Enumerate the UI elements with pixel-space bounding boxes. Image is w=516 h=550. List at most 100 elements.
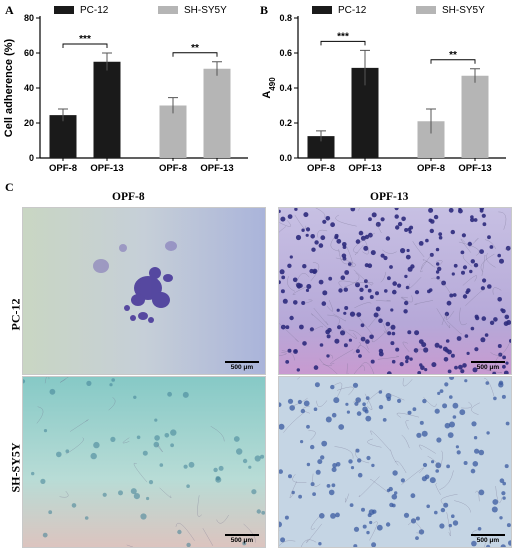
cell bbox=[289, 405, 295, 411]
neurite bbox=[133, 462, 148, 483]
cell bbox=[326, 484, 331, 488]
cell bbox=[498, 352, 503, 357]
cell bbox=[502, 496, 506, 500]
cell bbox=[164, 433, 170, 438]
neurite bbox=[380, 271, 387, 283]
cell bbox=[312, 268, 318, 274]
cell bbox=[297, 399, 302, 405]
cell bbox=[415, 536, 419, 540]
cell bbox=[373, 312, 379, 318]
neurite bbox=[311, 313, 333, 334]
neurite bbox=[355, 313, 373, 336]
cell bbox=[410, 493, 416, 499]
cell bbox=[279, 209, 281, 213]
cell bbox=[142, 450, 148, 456]
neurite bbox=[302, 405, 311, 414]
cell bbox=[390, 308, 394, 312]
cell bbox=[405, 254, 411, 260]
cell bbox=[447, 432, 454, 438]
cell bbox=[355, 397, 361, 403]
neurite bbox=[344, 272, 360, 288]
cell bbox=[313, 365, 319, 370]
neurite bbox=[335, 214, 357, 227]
cell bbox=[279, 423, 285, 430]
cell bbox=[497, 253, 501, 258]
cell bbox=[363, 245, 369, 251]
neurite bbox=[482, 368, 503, 374]
cell bbox=[484, 333, 489, 337]
neurite bbox=[412, 241, 425, 258]
neurite bbox=[376, 222, 382, 234]
cell bbox=[341, 253, 347, 259]
cell bbox=[387, 276, 391, 281]
neurite bbox=[294, 214, 307, 229]
cell bbox=[285, 325, 290, 330]
cell bbox=[470, 468, 476, 474]
cell bbox=[425, 238, 429, 243]
cell bbox=[292, 277, 298, 283]
cell bbox=[298, 494, 302, 499]
neurite bbox=[346, 363, 349, 374]
cell bbox=[436, 276, 440, 280]
cell bbox=[315, 469, 321, 475]
cell bbox=[281, 275, 286, 280]
cell bbox=[456, 450, 461, 455]
cell bbox=[423, 347, 429, 353]
x-tick-label: OPF-8 bbox=[417, 163, 445, 174]
neurite bbox=[441, 314, 447, 326]
cell bbox=[48, 510, 53, 515]
significance-bracket bbox=[430, 59, 476, 64]
neurite bbox=[358, 476, 380, 498]
cell bbox=[299, 324, 304, 330]
cell bbox=[435, 247, 440, 252]
neurite bbox=[492, 287, 502, 295]
cell bbox=[475, 316, 480, 321]
y-axis-label: A490 bbox=[261, 77, 277, 99]
x-tick-label: OPF-8 bbox=[49, 163, 77, 174]
cell bbox=[464, 379, 468, 383]
neurite bbox=[484, 377, 495, 397]
cell bbox=[287, 214, 293, 219]
cell bbox=[462, 265, 468, 270]
cell bbox=[109, 383, 113, 387]
cell bbox=[350, 208, 356, 212]
neurite bbox=[407, 518, 417, 526]
cell bbox=[359, 287, 364, 292]
neurite bbox=[454, 500, 472, 513]
cell bbox=[499, 258, 504, 264]
cell bbox=[403, 512, 410, 518]
cell bbox=[431, 362, 437, 368]
cell bbox=[473, 436, 478, 440]
cell bbox=[470, 217, 475, 223]
cell bbox=[437, 391, 441, 395]
cell bbox=[365, 396, 370, 400]
cell bbox=[146, 496, 150, 501]
neurite bbox=[317, 229, 328, 238]
cell bbox=[404, 274, 408, 279]
cell bbox=[492, 499, 499, 505]
neurite bbox=[418, 444, 436, 454]
neurite bbox=[481, 254, 486, 276]
neurite bbox=[504, 245, 511, 250]
cell bbox=[449, 395, 453, 399]
cell bbox=[334, 235, 339, 240]
cell bbox=[360, 235, 366, 241]
cell bbox=[140, 513, 147, 520]
bar bbox=[159, 105, 187, 158]
cell bbox=[289, 315, 294, 321]
cell bbox=[360, 323, 365, 328]
cell bbox=[455, 445, 459, 449]
cell bbox=[330, 384, 335, 390]
cell bbox=[279, 280, 281, 285]
cell bbox=[481, 213, 486, 218]
cell bbox=[406, 248, 410, 253]
neurite bbox=[401, 295, 413, 303]
cell bbox=[435, 462, 442, 469]
cell bbox=[342, 242, 347, 247]
neurite bbox=[336, 386, 354, 396]
neurite bbox=[69, 419, 89, 432]
cell bbox=[391, 494, 398, 500]
cell bbox=[473, 263, 479, 268]
scale-bar-label: 500 μm bbox=[476, 537, 500, 544]
cell bbox=[472, 367, 478, 373]
